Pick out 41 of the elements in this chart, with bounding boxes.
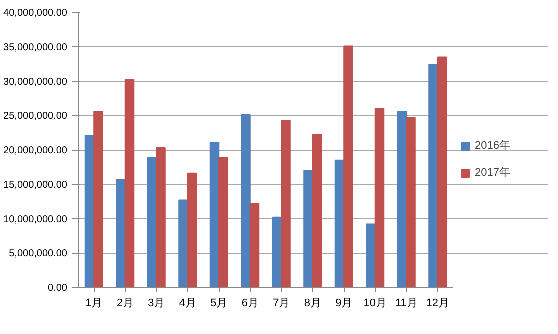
bar (374, 108, 385, 288)
y-tick-label: 10,000,000.00 (4, 214, 68, 226)
y-tick-label: 30,000,000.00 (4, 76, 68, 88)
bar (344, 46, 354, 288)
y-tick-label: 15,000,000.00 (4, 180, 68, 191)
legend-label: 2016年 (475, 139, 510, 153)
bar (178, 200, 188, 288)
x-tick-label: 9月 (336, 298, 353, 310)
bar (241, 114, 251, 288)
bar (94, 111, 104, 288)
bar (437, 56, 448, 288)
bar (281, 120, 291, 288)
x-tick-label: 2月 (116, 298, 134, 310)
bar (156, 147, 166, 288)
bar (116, 179, 126, 288)
x-tick-label: 11月 (395, 298, 418, 310)
x-tick-label: 6月 (242, 298, 259, 310)
y-tick-label: 5,000,000.00 (9, 248, 68, 260)
y-tick-label: 40,000,000.00 (4, 8, 68, 19)
bar (304, 170, 314, 288)
legend-label: 2017年 (475, 166, 510, 180)
x-tick-label: 8月 (304, 298, 322, 310)
x-tick-label: 1月 (86, 298, 103, 310)
bar (124, 79, 135, 288)
y-tick-label: 35,000,000.00 (4, 42, 68, 54)
x-tick-label: 5月 (210, 298, 228, 310)
bar (187, 172, 198, 288)
bar (406, 117, 416, 288)
x-tick-label: 10月 (364, 298, 388, 310)
bar (312, 134, 322, 288)
x-tick-label: 7月 (273, 298, 290, 310)
y-tick-label: 25,000,000.00 (4, 111, 68, 122)
x-tick-label: 4月 (179, 298, 196, 310)
bar (250, 203, 260, 288)
bar (366, 224, 376, 288)
x-tick-label: 3月 (148, 298, 166, 310)
y-tick-label: 20,000,000.00 (4, 146, 68, 156)
bar (428, 64, 438, 288)
bar (218, 157, 228, 288)
y-tick-label: 0.00 (48, 283, 68, 294)
x-tick-label: 12月 (426, 298, 450, 310)
